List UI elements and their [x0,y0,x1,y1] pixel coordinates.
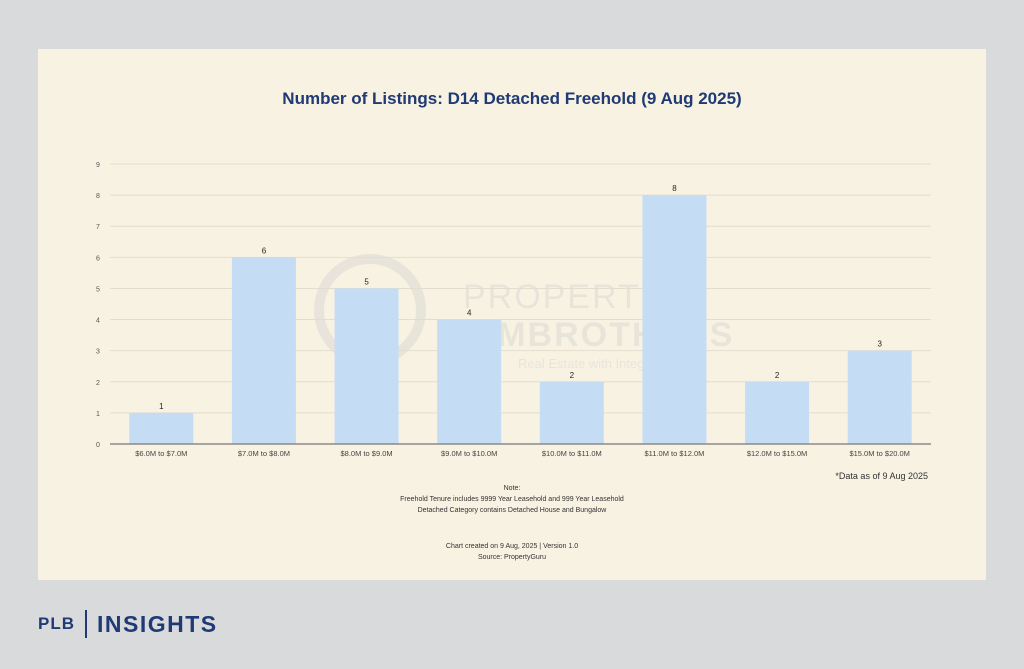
chart-created-text: Chart created on 9 Aug, 2025 | Version 1… [445,543,579,550]
brand-divider [85,610,87,638]
x-tick-label: $7.0M to $8.0M [238,449,290,458]
bar [745,381,810,444]
x-tick-label: $15.0M to $20.0M [849,449,909,458]
chart-title: Number of Listings: D14 Detached Freehol… [282,89,742,108]
data-label: 3 [877,340,882,349]
note-line-1: Freehold Tenure includes 9999 Year Lease… [400,496,624,503]
x-tick-label: $11.0M to $12.0M [644,449,704,458]
y-tick-label: 0 [96,442,100,449]
data-label: 2 [570,371,575,380]
x-tick-label: $8.0M to $9.0M [341,449,393,458]
data-label: 1 [159,402,164,411]
chart-card: PROPERTY LIMBROTHERS Real Estate with In… [38,49,986,580]
y-tick-label: 6 [96,255,100,262]
note-line-2: Detached Category contains Detached Hous… [417,507,607,514]
bar [129,412,194,444]
data-label: 6 [262,246,267,255]
x-tick-label: $9.0M to $10.0M [441,449,497,458]
y-tick-label: 4 [96,318,100,325]
bar [642,195,707,444]
y-tick-label: 5 [96,286,100,293]
data-as-of-note: *Data as of 9 Aug 2025 [835,471,928,481]
note-heading: Note: [503,485,521,492]
bar [539,381,604,444]
y-tick-label: 2 [96,380,100,387]
bar [847,350,912,444]
note-block: Note: Freehold Tenure includes 9999 Year… [38,483,986,516]
data-label: 2 [775,371,780,380]
brand-insights: INSIGHTS [97,610,218,637]
y-tick-label: 9 [96,162,100,169]
y-tick-label: 7 [96,224,100,231]
brand-logo: PLB INSIGHTS [38,609,218,639]
brand-plb: PLB [38,614,75,633]
x-tick-label: $10.0M to $11.0M [542,449,602,458]
y-tick-label: 8 [96,193,100,200]
bar-chart: 0 1 2 3 4 5 6 7 8 9 1 $6.0M to $7.0M 6 $7.0M to $8.0M… [96,162,931,458]
y-tick-label: 3 [96,349,100,356]
data-label: 8 [672,184,677,193]
bar [334,288,399,444]
bar [437,319,502,444]
y-tick-label: 1 [96,411,100,418]
source-text: Source: PropertyGuru [477,554,547,561]
bar [231,257,296,444]
x-tick-label: $6.0M to $7.0M [135,449,187,458]
credits-block: Chart created on 9 Aug, 2025 | Version 1… [38,541,986,563]
data-label: 5 [364,277,369,286]
x-tick-label: $12.0M to $15.0M [747,449,807,458]
data-label: 4 [467,309,472,318]
